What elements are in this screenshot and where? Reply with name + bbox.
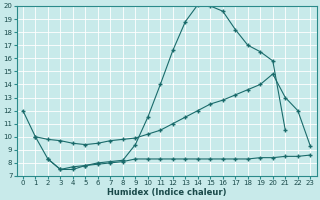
X-axis label: Humidex (Indice chaleur): Humidex (Indice chaleur) xyxy=(107,188,226,197)
